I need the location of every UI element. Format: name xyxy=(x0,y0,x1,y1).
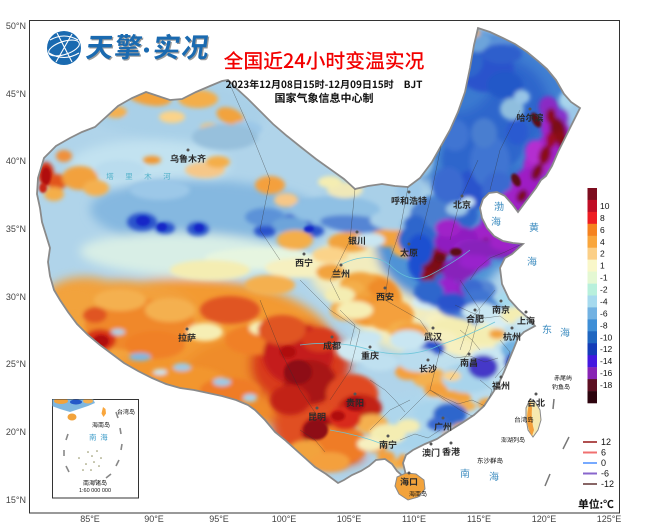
svg-text:-12: -12 xyxy=(601,479,614,489)
svg-text:1:60 000 000: 1:60 000 000 xyxy=(79,488,111,494)
svg-text:6: 6 xyxy=(601,448,606,458)
svg-text:100°E: 100°E xyxy=(272,514,297,524)
svg-text:4: 4 xyxy=(600,237,605,247)
svg-text:115°E: 115°E xyxy=(467,514,491,524)
svg-text:25°N: 25°N xyxy=(6,359,26,369)
svg-text:-4: -4 xyxy=(600,297,608,307)
svg-text:15°N: 15°N xyxy=(6,495,26,505)
svg-text:90°E: 90°E xyxy=(144,514,164,524)
svg-text:8: 8 xyxy=(600,213,605,223)
svg-text:6: 6 xyxy=(600,225,605,235)
svg-text:12: 12 xyxy=(601,437,611,447)
svg-text:2: 2 xyxy=(600,249,605,259)
svg-text:10: 10 xyxy=(600,201,610,211)
svg-text:20°N: 20°N xyxy=(6,427,26,437)
svg-text:125°E: 125°E xyxy=(597,514,622,524)
svg-text:105°E: 105°E xyxy=(337,514,362,524)
svg-text:-6: -6 xyxy=(601,469,609,479)
svg-text:50°N: 50°N xyxy=(6,21,26,31)
svg-text:0: 0 xyxy=(601,458,606,468)
svg-text:-8: -8 xyxy=(600,320,608,330)
svg-text:1: 1 xyxy=(600,261,605,271)
svg-text:40°N: 40°N xyxy=(6,156,26,166)
svg-text:-1: -1 xyxy=(600,273,608,283)
svg-text:-10: -10 xyxy=(600,332,613,342)
svg-text:35°N: 35°N xyxy=(6,224,26,234)
svg-text:-14: -14 xyxy=(600,356,613,366)
svg-text:85°E: 85°E xyxy=(80,514,100,524)
svg-text:95°E: 95°E xyxy=(209,514,229,524)
svg-text:-6: -6 xyxy=(600,308,608,318)
svg-text:110°E: 110°E xyxy=(402,514,426,524)
svg-text:-18: -18 xyxy=(600,380,613,390)
svg-text:-16: -16 xyxy=(600,368,613,378)
svg-text:30°N: 30°N xyxy=(6,292,26,302)
svg-text:-12: -12 xyxy=(600,344,613,354)
svg-text:45°N: 45°N xyxy=(6,89,26,99)
svg-text:120°E: 120°E xyxy=(532,514,557,524)
svg-text:-2: -2 xyxy=(600,285,608,295)
